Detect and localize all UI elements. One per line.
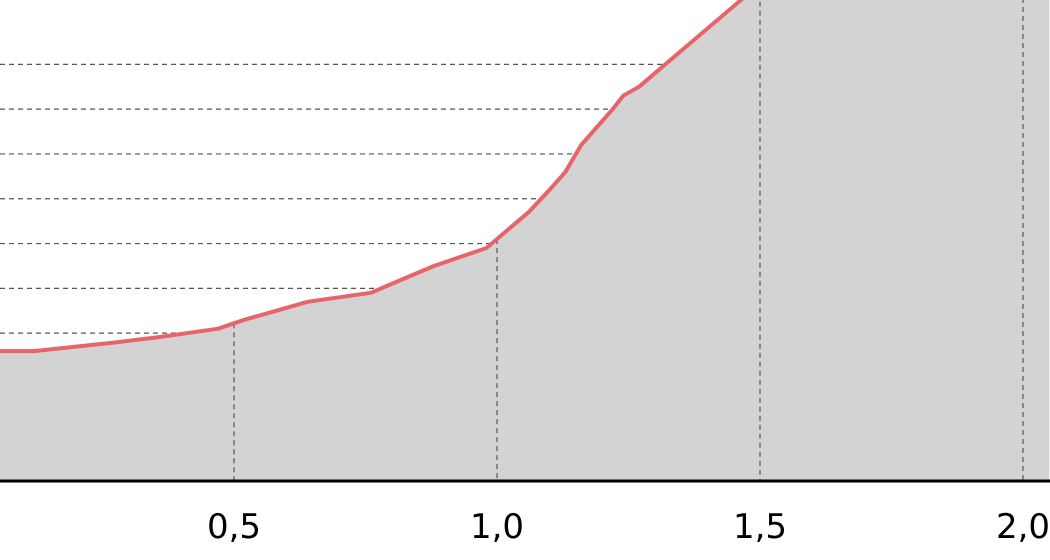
x-tick-labels: 0,5 1,0 1,5 2,0 <box>207 507 1050 547</box>
x-tick-label: 1,0 <box>470 507 524 547</box>
series-area-fill <box>0 0 1050 481</box>
x-tick-label: 0,5 <box>207 507 261 547</box>
series-line <box>0 0 744 354</box>
vertical-gridlines <box>233 0 1024 481</box>
x-tick-label: 1,5 <box>733 507 787 547</box>
x-tick-label: 2,0 <box>996 507 1050 547</box>
